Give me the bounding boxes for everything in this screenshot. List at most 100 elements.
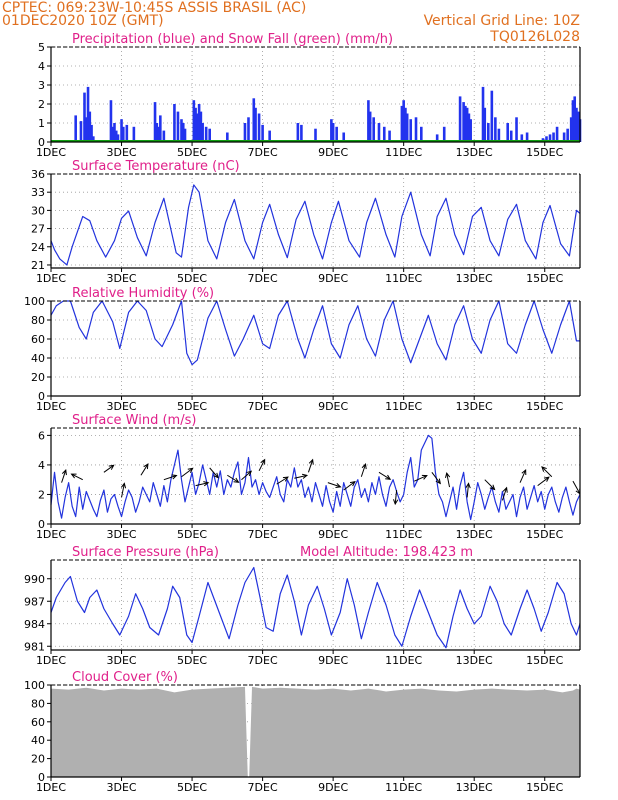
precip-bar: [86, 86, 90, 142]
temperature-panel: 21 24 27 30 33 36 1DEC 3DEC 5DEC 7DEC 9DEC 11DEC 13D…: [31, 159, 581, 285]
cloud-cover-xtick-label: 13DEC: [456, 781, 493, 794]
precip-bar: [467, 113, 471, 142]
temperature-xtick-label: 11DEC: [385, 272, 422, 285]
temperature-ytick-label: 33: [31, 186, 45, 199]
pressure-panel: 981 984 987 990 1DEC 3DEC 5DEC 7DEC 9DEC 11DEC 13D…: [24, 545, 581, 667]
cloud-cover-xtick-label: 9DEC: [318, 781, 348, 794]
wind-arrow-shaft: [394, 489, 398, 505]
wind-arrow-head: [61, 468, 67, 476]
header-code: TQ0126L028: [489, 29, 580, 45]
wind-xtick-label: 3DEC: [106, 528, 136, 541]
cloud-cover-ytick-label: 80: [31, 697, 45, 710]
wind-arrow-head: [444, 471, 451, 479]
wind-arrow-head: [260, 458, 266, 465]
precip-bar: [268, 130, 271, 142]
precipitation-title: Precipitation (blue) and Snow Fall (gree…: [72, 32, 393, 47]
wind-arrow-shaft: [294, 474, 308, 479]
precip-bar: [400, 105, 404, 142]
precip-bar: [435, 134, 439, 142]
precip-bar: [208, 128, 211, 142]
precip-bar: [562, 132, 566, 142]
humidity-ytick-label: 0: [38, 390, 45, 403]
pressure-ytick-label: 987: [24, 595, 45, 608]
wind-arrow-shaft: [541, 466, 553, 478]
temperature-ytick-label: 30: [31, 204, 45, 217]
wind-arrow-shaft: [343, 481, 356, 491]
precip-bar: [330, 119, 333, 142]
cloud-cover-xtick-label: 5DEC: [177, 781, 207, 794]
wind-arrow-shaft: [501, 487, 508, 501]
wind-arrow-head: [203, 481, 210, 487]
precip-bar: [83, 92, 86, 142]
wind-arrow-shaft: [466, 483, 470, 498]
wind-xtick-label: 7DEC: [248, 528, 278, 541]
precip-bar: [509, 130, 513, 142]
precip-bar: [548, 134, 552, 142]
precipitation-panel: 0 1 2 3 4 5 1DEC 3DEC 5DEC 7DEC 9DEC 11DEC 13DEC 15DE…: [36, 32, 582, 159]
wind-arrow-shaft: [519, 469, 527, 483]
temperature-xtick-label: 7DEC: [248, 272, 278, 285]
humidity-xtick-label: 3DEC: [106, 400, 136, 413]
precip-bar: [388, 130, 391, 142]
humidity-xtick-label: 13DEC: [456, 400, 493, 413]
precip-bar: [515, 117, 518, 142]
cloud-cover-xtick-label: 15DEC: [526, 781, 563, 794]
pressure-xtick-label: 5DEC: [177, 654, 207, 667]
pressure-annotation: Model Altitude: 198.423 m: [300, 545, 473, 560]
wind-arrow-head: [233, 477, 240, 483]
chart-panels: 0 1 2 3 4 5 1DEC 3DEC 5DEC 7DEC 9DEC 11DEC 13DEC 15DE…: [24, 32, 582, 794]
precipitation-ytick-label: 5: [38, 41, 45, 54]
precip-bar: [243, 123, 247, 142]
precip-bar: [247, 117, 250, 142]
header-run-time: 01DEC2020 10Z (GMT): [2, 13, 164, 29]
temperature-ytick-label: 21: [31, 259, 45, 272]
humidity-ytick-label: 60: [31, 333, 45, 346]
wind-title: Surface Wind (m/s): [72, 413, 196, 428]
precipitation-xtick-label: 11DEC: [385, 146, 422, 159]
precipitation-ytick-label: 4: [38, 60, 45, 73]
wind-arrow-shaft: [61, 469, 67, 483]
precip-bar: [226, 132, 229, 142]
precip-bar: [155, 123, 159, 142]
wind-arrow-shaft: [140, 463, 149, 476]
temperature-xtick-label: 9DEC: [318, 272, 348, 285]
temperature-xtick-label: 5DEC: [177, 272, 207, 285]
wind-xtick-label: 9DEC: [318, 528, 348, 541]
cloud-cover-area: [51, 686, 580, 777]
wind-arrow-shaft: [258, 459, 266, 472]
precip-bar: [335, 126, 338, 142]
humidity-ytick-label: 40: [31, 352, 45, 365]
wind-arrow-shaft: [163, 475, 177, 481]
wind-panel: 0 2 4 6 1DEC 3DEC 5DEC 7DEC 9DEC 11DEC 13DEC 15DEC S…: [36, 413, 581, 541]
pressure-line: [50, 566, 581, 649]
pressure-title: Surface Pressure (hPa): [72, 545, 219, 560]
precip-bar: [368, 111, 372, 142]
wind-arrow-head: [335, 483, 342, 488]
wind-arrow-shaft: [181, 467, 193, 478]
wind-xtick-label: 11DEC: [385, 528, 422, 541]
precip-bar: [181, 123, 185, 142]
wind-xtick-label: 5DEC: [177, 528, 207, 541]
precip-bar: [197, 104, 201, 142]
precip-bar: [121, 126, 125, 142]
precip-bar: [196, 113, 199, 142]
precip-bar: [111, 126, 115, 142]
pressure-xtick-label: 11DEC: [385, 654, 422, 667]
humidity-title: Relative Humidity (%): [72, 286, 214, 301]
wind-arrow-head: [301, 473, 309, 479]
precipitation-ytick-label: 2: [38, 98, 45, 111]
wind-xtick-label: 13DEC: [456, 528, 493, 541]
precip-bar: [377, 123, 381, 142]
precip-bar: [79, 121, 83, 142]
wind-arrow-shaft: [537, 476, 550, 487]
wind-arrow-shaft: [446, 472, 451, 488]
temperature-xtick-label: 3DEC: [106, 272, 136, 285]
precip-bar: [296, 123, 300, 142]
wind-xtick-label: 15DEC: [526, 528, 563, 541]
precip-bar: [458, 96, 462, 142]
temperature-xtick-label: 13DEC: [456, 272, 493, 285]
cloud-cover-xtick-label: 3DEC: [106, 781, 136, 794]
wind-arrow-shaft: [103, 464, 114, 473]
temperature-xtick-label: 15DEC: [526, 272, 563, 285]
